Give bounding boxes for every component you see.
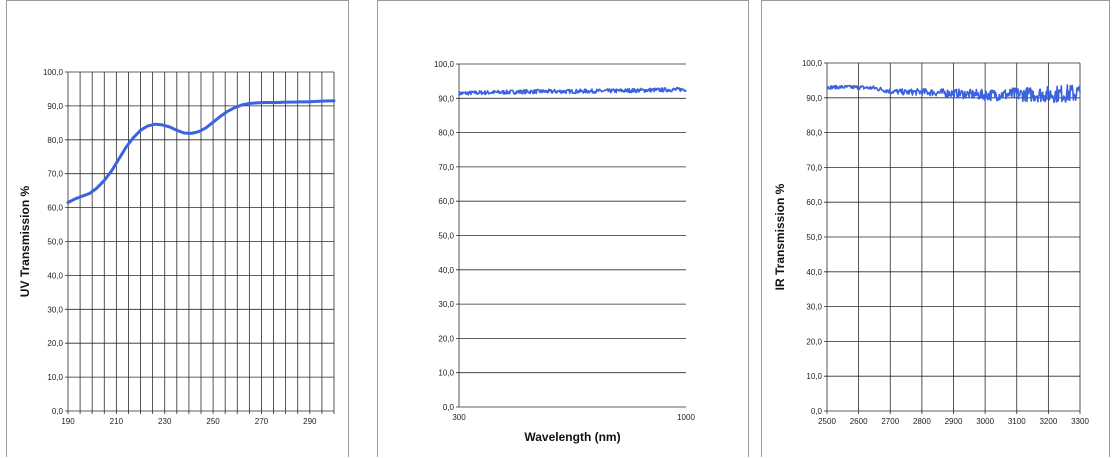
transmission-series-line — [66, 99, 336, 205]
y-tick-label: 30,0 — [47, 305, 63, 314]
x-tick-label: 290 — [303, 417, 317, 426]
x-tick-label: 2800 — [913, 417, 931, 426]
y-tick-label: 80,0 — [47, 136, 63, 145]
y-tick-label: 60,0 — [806, 198, 822, 207]
x-tick-label: 3200 — [1039, 417, 1057, 426]
y-tick-label: 10,0 — [438, 369, 454, 378]
y-tick-label: 30,0 — [806, 303, 822, 312]
visible-transmission-chart-panel: 0,0 10,0 20,0 30,0 40,0 50,0 60,0 70,0 80,0 90,0 1… — [377, 0, 749, 457]
uv-transmission-chart: 0,0 10,0 20,0 30,0 40,0 50,0 60,0 70,0 80,0 90,0 1… — [18, 68, 336, 426]
x-axis-title: Wavelength (nm) — [524, 430, 620, 444]
transmission-series-line — [826, 84, 1081, 104]
y-axis-title: UV Transmission % — [18, 185, 32, 297]
y-tick-label: 50,0 — [438, 232, 454, 241]
x-tick-label: 1000 — [677, 413, 695, 422]
x-tick-label: 3100 — [1008, 417, 1026, 426]
x-tick-label: 2500 — [818, 417, 836, 426]
y-tick-label: 0,0 — [52, 407, 64, 416]
y-tick-label: 90,0 — [806, 94, 822, 103]
y-tick-label: 40,0 — [47, 271, 63, 280]
y-tick-label: 50,0 — [806, 233, 822, 242]
y-tick-label: 100,0 — [43, 68, 64, 77]
y-axis-title: IR Transmission % — [773, 183, 787, 290]
x-tick-label: 2600 — [850, 417, 868, 426]
x-tick-label: 270 — [255, 417, 269, 426]
y-tick-label: 100,0 — [434, 60, 455, 69]
y-tick-label: 40,0 — [438, 266, 454, 275]
x-tick-label: 2900 — [945, 417, 963, 426]
x-tick-label: 210 — [110, 417, 124, 426]
x-tick-label: 250 — [206, 417, 220, 426]
x-tick-label: 190 — [61, 417, 75, 426]
transmission-series-line — [458, 86, 687, 96]
ir-transmission-chart-panel: 0,0 10,0 20,0 30,0 40,0 50,0 60,0 70,0 80,0 90,0 1… — [761, 0, 1110, 457]
y-tick-label: 70,0 — [438, 163, 454, 172]
y-tick-label: 60,0 — [47, 204, 63, 213]
y-tick-label: 30,0 — [438, 300, 454, 309]
y-tick-label: 80,0 — [806, 129, 822, 138]
y-tick-label: 20,0 — [47, 339, 63, 348]
y-tick-label: 60,0 — [438, 197, 454, 206]
y-tick-label: 10,0 — [47, 373, 63, 382]
visible-transmission-chart: 0,0 10,0 20,0 30,0 40,0 50,0 60,0 70,0 80,0 90,0 1… — [434, 60, 695, 444]
y-tick-label: 20,0 — [806, 337, 822, 346]
ir-transmission-chart: 0,0 10,0 20,0 30,0 40,0 50,0 60,0 70,0 80,0 90,0 1… — [773, 59, 1089, 426]
x-tick-label: 3300 — [1071, 417, 1089, 426]
y-tick-label: 20,0 — [438, 334, 454, 343]
y-tick-label: 0,0 — [443, 403, 455, 412]
y-tick-label: 10,0 — [806, 372, 822, 381]
uv-transmission-chart-panel: 0,0 10,0 20,0 30,0 40,0 50,0 60,0 70,0 80,0 90,0 1… — [6, 0, 349, 457]
y-tick-label: 70,0 — [806, 163, 822, 172]
y-tick-label: 80,0 — [438, 129, 454, 138]
y-tick-label: 50,0 — [47, 238, 63, 247]
x-tick-label: 3000 — [976, 417, 994, 426]
y-tick-label: 90,0 — [438, 94, 454, 103]
y-tick-label: 100,0 — [802, 59, 823, 68]
x-tick-label: 300 — [452, 413, 466, 422]
y-tick-label: 90,0 — [47, 102, 63, 111]
y-tick-label: 0,0 — [811, 407, 823, 416]
x-tick-label: 230 — [158, 417, 172, 426]
y-tick-label: 70,0 — [47, 170, 63, 179]
x-tick-label: 2700 — [881, 417, 899, 426]
y-tick-label: 40,0 — [806, 268, 822, 277]
